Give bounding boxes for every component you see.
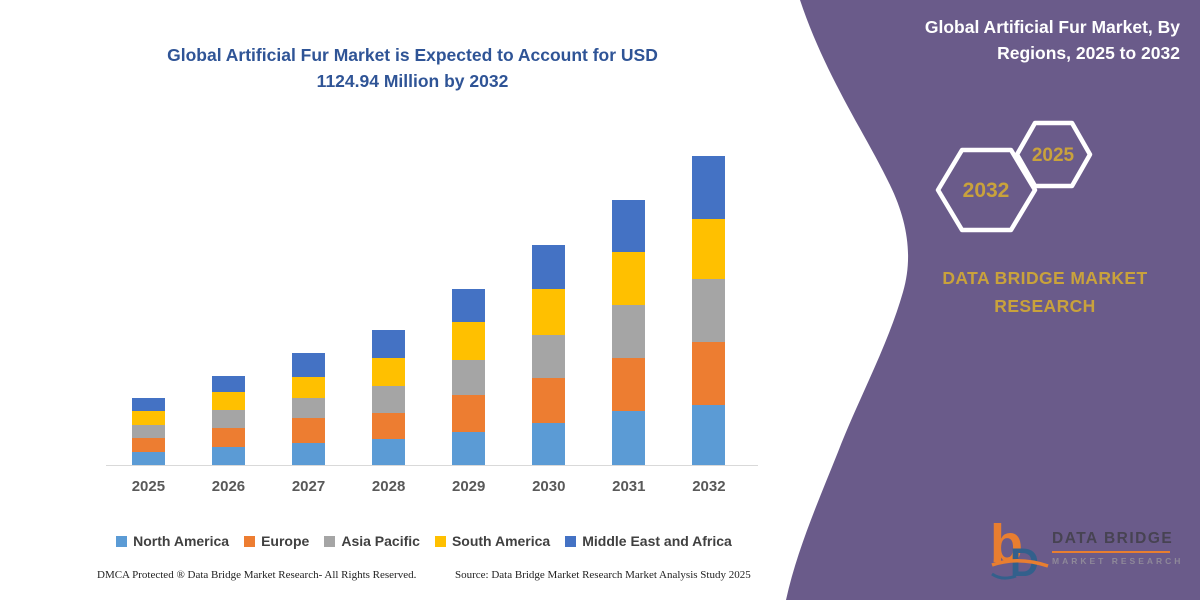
bar-segment-north-america-2028 bbox=[372, 439, 406, 465]
bar-segment-middle-east-and-africa-2028 bbox=[372, 330, 406, 359]
bar-2026 bbox=[211, 375, 245, 465]
legend-swatch-europe bbox=[244, 535, 256, 547]
legend-label-europe: Europe bbox=[261, 533, 310, 549]
bar-segment-north-america-2027 bbox=[292, 442, 326, 465]
bar-segment-middle-east-and-africa-2027 bbox=[292, 353, 326, 377]
legend-label-asia-pacific: Asia Pacific bbox=[341, 533, 420, 549]
source-text: Source: Data Bridge Market Research Mark… bbox=[455, 569, 751, 581]
bar-segment-middle-east-and-africa-2031 bbox=[612, 199, 646, 252]
legend-item-europe: Europe bbox=[244, 533, 309, 549]
data-bridge-logo-icon: b D bbox=[990, 516, 1049, 584]
x-tick-2027: 2027 bbox=[291, 478, 326, 495]
bar-segment-asia-pacific-2026 bbox=[211, 409, 245, 429]
bar-segment-europe-2027 bbox=[292, 418, 326, 443]
bar-chart-plot bbox=[108, 140, 753, 465]
x-axis-line bbox=[106, 465, 758, 466]
bar-segment-asia-pacific-2032 bbox=[692, 278, 726, 342]
logo-wordmark: DATA BRIDGE MARKET RESEARCH bbox=[1052, 530, 1184, 566]
legend-swatch-asia-pacific bbox=[324, 535, 336, 547]
legend-swatch-middle-east-and-africa bbox=[565, 535, 577, 547]
bar-segment-europe-2025 bbox=[131, 438, 165, 452]
bar-2025 bbox=[131, 398, 165, 465]
bar-segment-south-america-2031 bbox=[612, 251, 646, 305]
x-tick-2025: 2025 bbox=[131, 478, 166, 495]
logo-name: DATA BRIDGE bbox=[1052, 530, 1174, 547]
bar-segment-asia-pacific-2030 bbox=[532, 335, 566, 378]
bar-segment-middle-east-and-africa-2026 bbox=[211, 375, 245, 393]
panel-title-line2: Regions, 2025 to 2032 bbox=[997, 43, 1180, 63]
bar-segment-north-america-2032 bbox=[692, 405, 726, 465]
bar-segment-middle-east-and-africa-2029 bbox=[452, 289, 486, 323]
chart-legend: North America Europe Asia Pacific South Ame… bbox=[88, 533, 760, 549]
brand-text-line2: RESEARCH bbox=[994, 296, 1096, 316]
bar-segment-asia-pacific-2027 bbox=[292, 398, 326, 419]
panel-title: Global Artificial Fur Market, By Regions… bbox=[850, 14, 1180, 66]
bar-segment-asia-pacific-2031 bbox=[612, 304, 646, 359]
data-bridge-logo: b D DATA BRIDGE MARKET RESEARCH bbox=[990, 512, 1180, 588]
dmca-text: DMCA Protected ® Data Bridge Market Rese… bbox=[97, 569, 417, 581]
legend-item-south-america: South America bbox=[434, 533, 551, 549]
bar-segment-middle-east-and-africa-2032 bbox=[692, 156, 726, 219]
logo-divider bbox=[1052, 551, 1170, 553]
bar-segment-middle-east-and-africa-2030 bbox=[532, 245, 566, 290]
bar-2031 bbox=[612, 199, 646, 465]
bar-segment-south-america-2028 bbox=[372, 358, 406, 387]
year-hexagons: 2032 2025 bbox=[935, 120, 1093, 233]
bar-segment-europe-2026 bbox=[211, 428, 245, 448]
x-tick-2028: 2028 bbox=[371, 478, 406, 495]
x-tick-2029: 2029 bbox=[451, 478, 486, 495]
hexagon-2025 bbox=[1014, 120, 1093, 189]
chart-title-line1: Global Artificial Fur Market is Expected… bbox=[167, 45, 658, 65]
legend-label-south-america: South America bbox=[451, 533, 551, 549]
legend-item-asia-pacific: Asia Pacific bbox=[324, 533, 420, 549]
bar-segment-south-america-2025 bbox=[131, 411, 165, 425]
bar-segment-asia-pacific-2028 bbox=[372, 386, 406, 413]
bar-segment-north-america-2031 bbox=[612, 410, 646, 465]
brand-text-line1: DATA BRIDGE MARKET bbox=[942, 268, 1148, 288]
bar-2032 bbox=[692, 156, 726, 465]
x-axis-labels: 2025 2026 2027 2028 2029 2030 2031 2032 bbox=[108, 478, 753, 500]
bar-segment-europe-2029 bbox=[452, 395, 486, 432]
legend-swatch-south-america bbox=[434, 535, 446, 547]
legend-label-middle-east-and-africa: Middle East and Africa bbox=[582, 533, 732, 549]
legend-item-north-america: North America bbox=[116, 533, 229, 549]
x-tick-2032: 2032 bbox=[692, 478, 726, 495]
bar-2030 bbox=[532, 245, 566, 465]
bar-segment-south-america-2027 bbox=[292, 376, 326, 399]
legend-item-middle-east-and-africa: Middle East and Africa bbox=[565, 533, 732, 549]
panel-title-line1: Global Artificial Fur Market, By bbox=[924, 17, 1180, 37]
bar-segment-europe-2030 bbox=[532, 377, 566, 424]
bar-2028 bbox=[372, 330, 406, 465]
bar-segment-south-america-2029 bbox=[452, 322, 486, 361]
chart-title-line2: 1124.94 Million by 2032 bbox=[316, 71, 509, 91]
bar-segment-south-america-2030 bbox=[532, 289, 566, 336]
bar-segment-south-america-2026 bbox=[211, 392, 245, 410]
logo-subtitle: MARKET RESEARCH bbox=[1052, 556, 1184, 566]
legend-swatch-north-america bbox=[116, 535, 128, 547]
bar-segment-europe-2028 bbox=[372, 412, 406, 440]
bar-segment-europe-2032 bbox=[692, 342, 726, 405]
bar-segment-europe-2031 bbox=[612, 358, 646, 411]
hexagon-2025-label: 2025 bbox=[1032, 145, 1075, 166]
bar-segment-north-america-2030 bbox=[532, 423, 566, 465]
wave-shape bbox=[786, 0, 1200, 600]
bar-segment-north-america-2025 bbox=[131, 452, 165, 465]
bar-segment-south-america-2032 bbox=[692, 218, 726, 279]
bar-segment-north-america-2029 bbox=[452, 431, 486, 465]
hexagon-2032-label: 2032 bbox=[963, 179, 1010, 202]
x-tick-2031: 2031 bbox=[612, 478, 646, 495]
bar-2027 bbox=[292, 353, 326, 465]
chart-title: Global Artificial Fur Market is Expected… bbox=[90, 42, 735, 94]
hexagon-2032 bbox=[935, 147, 1038, 233]
bar-segment-middle-east-and-africa-2025 bbox=[131, 398, 165, 411]
bar-segment-asia-pacific-2029 bbox=[452, 360, 486, 396]
x-tick-2026: 2026 bbox=[211, 478, 246, 495]
bar-2029 bbox=[452, 289, 486, 465]
brand-text: DATA BRIDGE MARKET RESEARCH bbox=[925, 264, 1165, 320]
bar-segment-north-america-2026 bbox=[211, 447, 245, 465]
legend-label-north-america: North America bbox=[133, 533, 230, 549]
x-tick-2030: 2030 bbox=[532, 478, 566, 495]
bar-segment-asia-pacific-2025 bbox=[131, 425, 165, 438]
